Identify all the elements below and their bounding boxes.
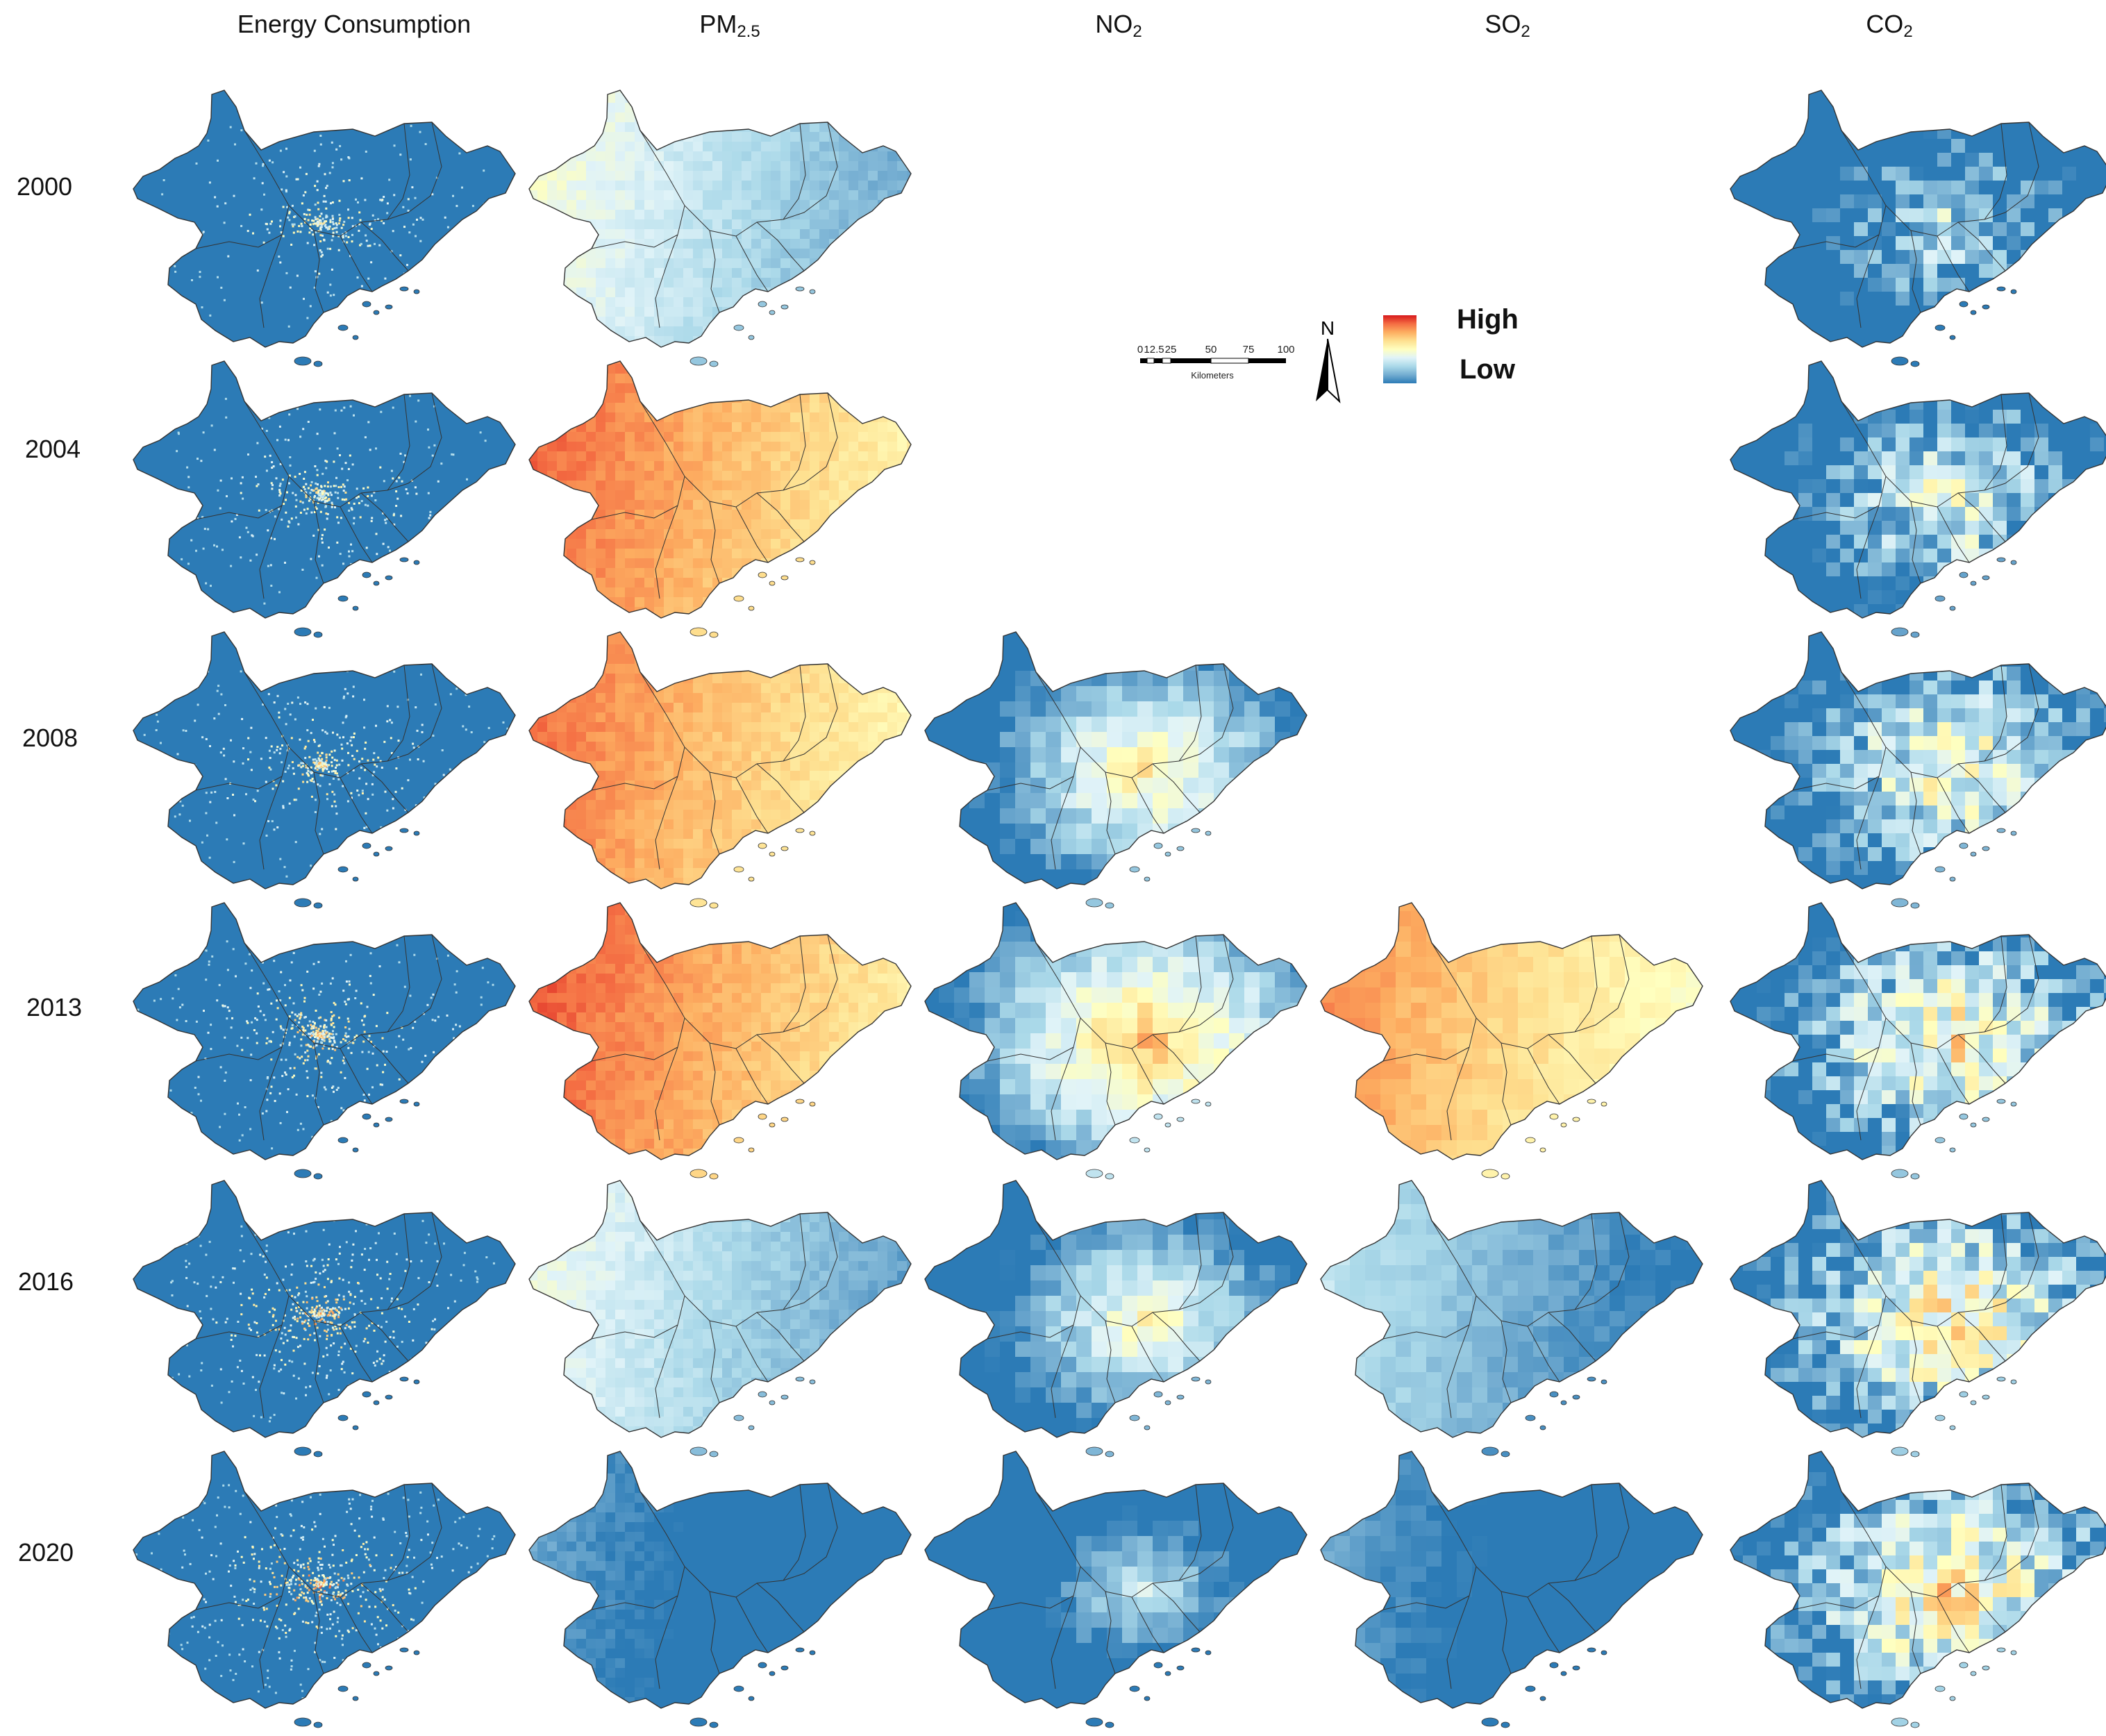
- map-pm25-2008: [528, 625, 917, 917]
- scale-bar: 0 12.5 25 50 75 100 Kilometers: [1137, 344, 1295, 381]
- map-so2-2016: [1319, 1174, 1708, 1465]
- scale-segment: [1211, 358, 1248, 363]
- scale-segment: [1248, 358, 1286, 363]
- map-energy-2000: [132, 83, 521, 375]
- map-pm25-2016: [528, 1174, 917, 1465]
- year-label-2008: 2008: [0, 724, 106, 753]
- map-co2-2016: [1729, 1174, 2106, 1465]
- map-no2-2013: [924, 896, 1312, 1187]
- map-pm25-2004: [528, 354, 917, 646]
- map-energy-2020: [132, 1444, 521, 1736]
- scale-segment: [1154, 358, 1162, 363]
- header-no2: NO2: [924, 10, 1313, 42]
- scale-tick-0: 0: [1137, 344, 1143, 356]
- north-arrow-icon: N: [1316, 317, 1339, 401]
- year-label-2000: 2000: [0, 172, 100, 201]
- header-pm25: PM2.5: [535, 10, 924, 42]
- scale-unit-label: Kilometers: [1191, 370, 1234, 381]
- year-label-2020: 2020: [0, 1538, 101, 1567]
- map-no2-2016: [924, 1174, 1312, 1465]
- legend-high-label: High: [1457, 304, 1519, 335]
- north-label: N: [1321, 317, 1335, 339]
- map-co2-2008: [1729, 625, 2106, 917]
- legend-gradient-bar: [1383, 315, 1416, 383]
- scale-tick-25: 25: [1165, 344, 1177, 356]
- map-pm25-2020: [528, 1444, 917, 1736]
- scale-segment: [1162, 358, 1171, 363]
- scale-tick-100: 100: [1277, 344, 1294, 356]
- map-co2-2013: [1729, 896, 2106, 1187]
- legend-graphics: 0 12.5 25 50 75 100 Kilometers N: [1111, 299, 1597, 424]
- year-label-2004: 2004: [0, 435, 108, 464]
- map-so2-2013: [1319, 896, 1708, 1187]
- map-energy-2013: [132, 896, 521, 1187]
- scale-tick-12.5: 12.5: [1144, 344, 1164, 356]
- map-no2-2008: [924, 625, 1312, 917]
- map-co2-2000: [1729, 83, 2106, 375]
- map-energy-2016: [132, 1174, 521, 1465]
- header-so2: SO2: [1313, 10, 1702, 42]
- map-pm25-2013: [528, 896, 917, 1187]
- map-energy-2004: [132, 354, 521, 646]
- scale-tick-50: 50: [1205, 344, 1217, 356]
- scale-tick-75: 75: [1243, 344, 1255, 356]
- year-label-2013: 2013: [0, 993, 110, 1022]
- header-energy-consumption: Energy Consumption: [160, 10, 549, 39]
- scale-segment: [1147, 358, 1154, 363]
- map-co2-2004: [1729, 354, 2106, 646]
- legend-low-label: Low: [1460, 354, 1515, 385]
- header-co2: CO2: [1695, 10, 2084, 42]
- scale-segment: [1171, 358, 1211, 363]
- map-no2-2020: [924, 1444, 1312, 1736]
- map-pm25-2000: [528, 83, 917, 375]
- legend-panel: 0 12.5 25 50 75 100 Kilometers N: [1111, 299, 1597, 424]
- year-label-2016: 2016: [0, 1267, 101, 1296]
- scale-segment: [1140, 358, 1147, 363]
- map-co2-2020: [1729, 1444, 2106, 1736]
- map-so2-2020: [1319, 1444, 1708, 1736]
- map-energy-2008: [132, 625, 521, 917]
